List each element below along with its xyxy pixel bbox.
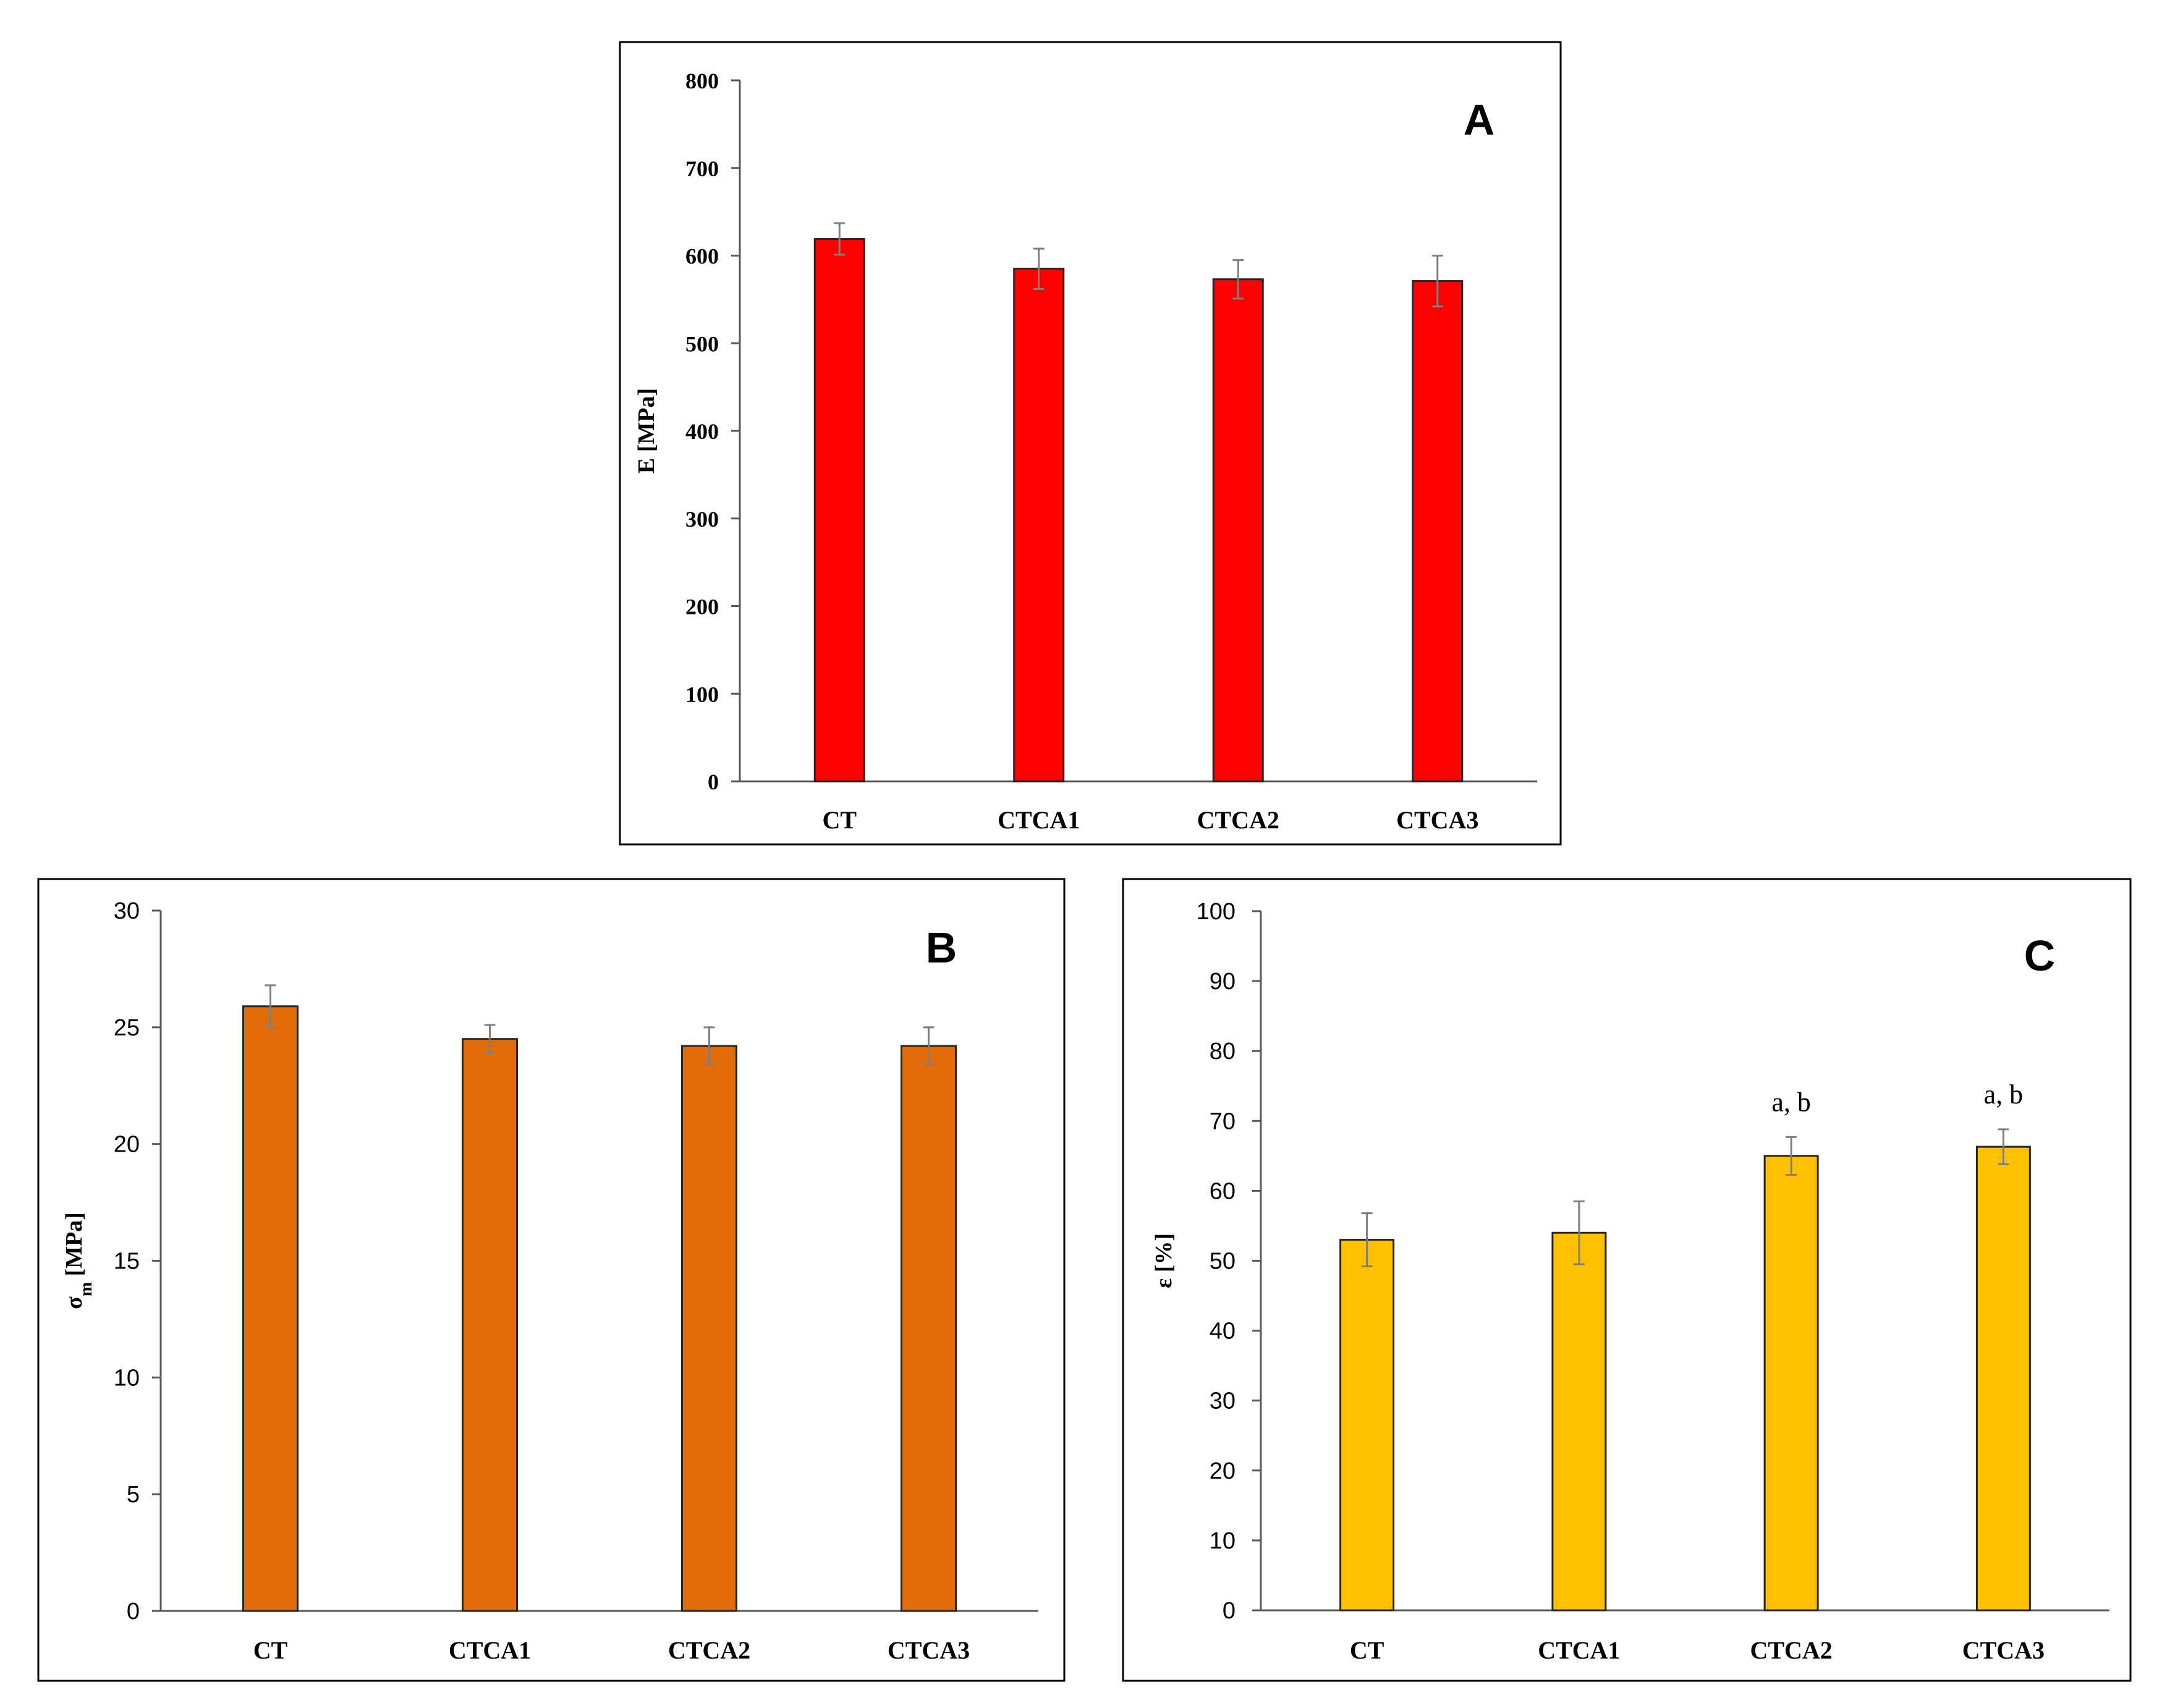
category-label: CTCA2 bbox=[668, 1636, 750, 1664]
panel-a-chart: 0 100 200 300 400 500 600 700 800 CT CTCA1 CTCA2 CTC… bbox=[619, 41, 1562, 846]
category-label: CTCA1 bbox=[998, 806, 1080, 834]
y-tick-label: 700 bbox=[685, 156, 719, 181]
y-tick-label: 0 bbox=[708, 770, 719, 794]
panel-b-chart: 0 5 10 15 20 25 30 CT CTCA1 CTCA2 CTCA3 Bσm [MPa] bbox=[37, 878, 1066, 1682]
y-tick-label: 30 bbox=[114, 898, 140, 924]
bar-ct bbox=[1339, 1239, 1395, 1612]
panel-frame bbox=[619, 41, 1562, 846]
bar-ctca1 bbox=[462, 1038, 518, 1612]
significance-annotation: a, b bbox=[1771, 1087, 1811, 1117]
y-axis-title-unit: [MPa] bbox=[61, 1212, 87, 1282]
y-tick-label: 100 bbox=[1197, 899, 1236, 925]
y-axis-title: ε [%] bbox=[1151, 1233, 1177, 1288]
bar-ctca2 bbox=[1763, 1155, 1819, 1612]
y-tick-label: 70 bbox=[1210, 1108, 1236, 1134]
bar-ctca1 bbox=[1013, 268, 1065, 783]
y-tick-label: 90 bbox=[1210, 969, 1236, 995]
category-label: CTCA2 bbox=[1197, 806, 1279, 834]
y-tick-label: 80 bbox=[1210, 1039, 1236, 1064]
y-axis-title-symbol: σ bbox=[61, 1296, 87, 1309]
bar-ctca1 bbox=[1551, 1231, 1607, 1612]
y-tick-label: 50 bbox=[1210, 1249, 1236, 1275]
bar-ctca2 bbox=[681, 1045, 737, 1612]
y-tick-label: 800 bbox=[685, 69, 719, 93]
y-tick-label: 15 bbox=[114, 1249, 140, 1275]
bar-ct bbox=[242, 1005, 299, 1612]
y-tick-label: 200 bbox=[685, 595, 719, 619]
panel-frame bbox=[1122, 878, 2132, 1682]
panel-frame bbox=[37, 878, 1066, 1682]
category-label: CTCA1 bbox=[1538, 1636, 1620, 1664]
y-tick-label: 60 bbox=[1210, 1178, 1236, 1204]
y-axis-title-subscript: m bbox=[77, 1282, 96, 1296]
y-axis-title: E [MPa] bbox=[634, 388, 659, 474]
y-tick-label: 600 bbox=[685, 244, 719, 269]
bar-ctca3 bbox=[1412, 280, 1464, 783]
category-label: CTCA3 bbox=[1396, 806, 1478, 834]
category-label: CT bbox=[1350, 1636, 1384, 1664]
y-tick-label: 25 bbox=[114, 1015, 140, 1041]
panel-c-chart: 0 10 20 30 40 50 60 70 80 90 100 CT CTCA1 CTCA2 a, b CT… bbox=[1122, 878, 2132, 1682]
category-label: CTCA3 bbox=[888, 1636, 970, 1664]
category-label: CT bbox=[253, 1636, 288, 1664]
y-tick-label: 0 bbox=[1223, 1598, 1236, 1624]
y-tick-label: 0 bbox=[127, 1599, 140, 1625]
bar-ctca2 bbox=[1212, 278, 1264, 783]
y-tick-label: 400 bbox=[685, 419, 719, 444]
panel-label: A bbox=[1464, 96, 1495, 144]
category-label: CT bbox=[822, 806, 857, 834]
y-tick-label: 10 bbox=[114, 1365, 140, 1391]
category-label: CTCA2 bbox=[1750, 1636, 1832, 1664]
significance-annotation: a, b bbox=[1984, 1079, 2024, 1110]
y-tick-label: 10 bbox=[1210, 1528, 1236, 1554]
category-label: CTCA3 bbox=[1962, 1636, 2045, 1664]
panel-label: C bbox=[2024, 932, 2056, 980]
y-tick-label: 20 bbox=[114, 1132, 140, 1158]
y-tick-label: 500 bbox=[685, 331, 719, 356]
bar-ctca3 bbox=[901, 1045, 957, 1612]
y-tick-label: 100 bbox=[685, 682, 719, 707]
bar-ct bbox=[813, 238, 865, 783]
y-tick-label: 5 bbox=[127, 1482, 140, 1508]
category-label: CTCA1 bbox=[449, 1636, 531, 1664]
y-axis-title: σm [MPa] bbox=[61, 1212, 96, 1309]
y-tick-label: 40 bbox=[1210, 1319, 1236, 1345]
y-tick-label: 20 bbox=[1210, 1458, 1236, 1484]
y-tick-label: 30 bbox=[1210, 1388, 1236, 1414]
panel-label: B bbox=[926, 924, 957, 972]
y-tick-label: 300 bbox=[685, 507, 719, 532]
bar-ctca3 bbox=[1975, 1145, 2031, 1612]
